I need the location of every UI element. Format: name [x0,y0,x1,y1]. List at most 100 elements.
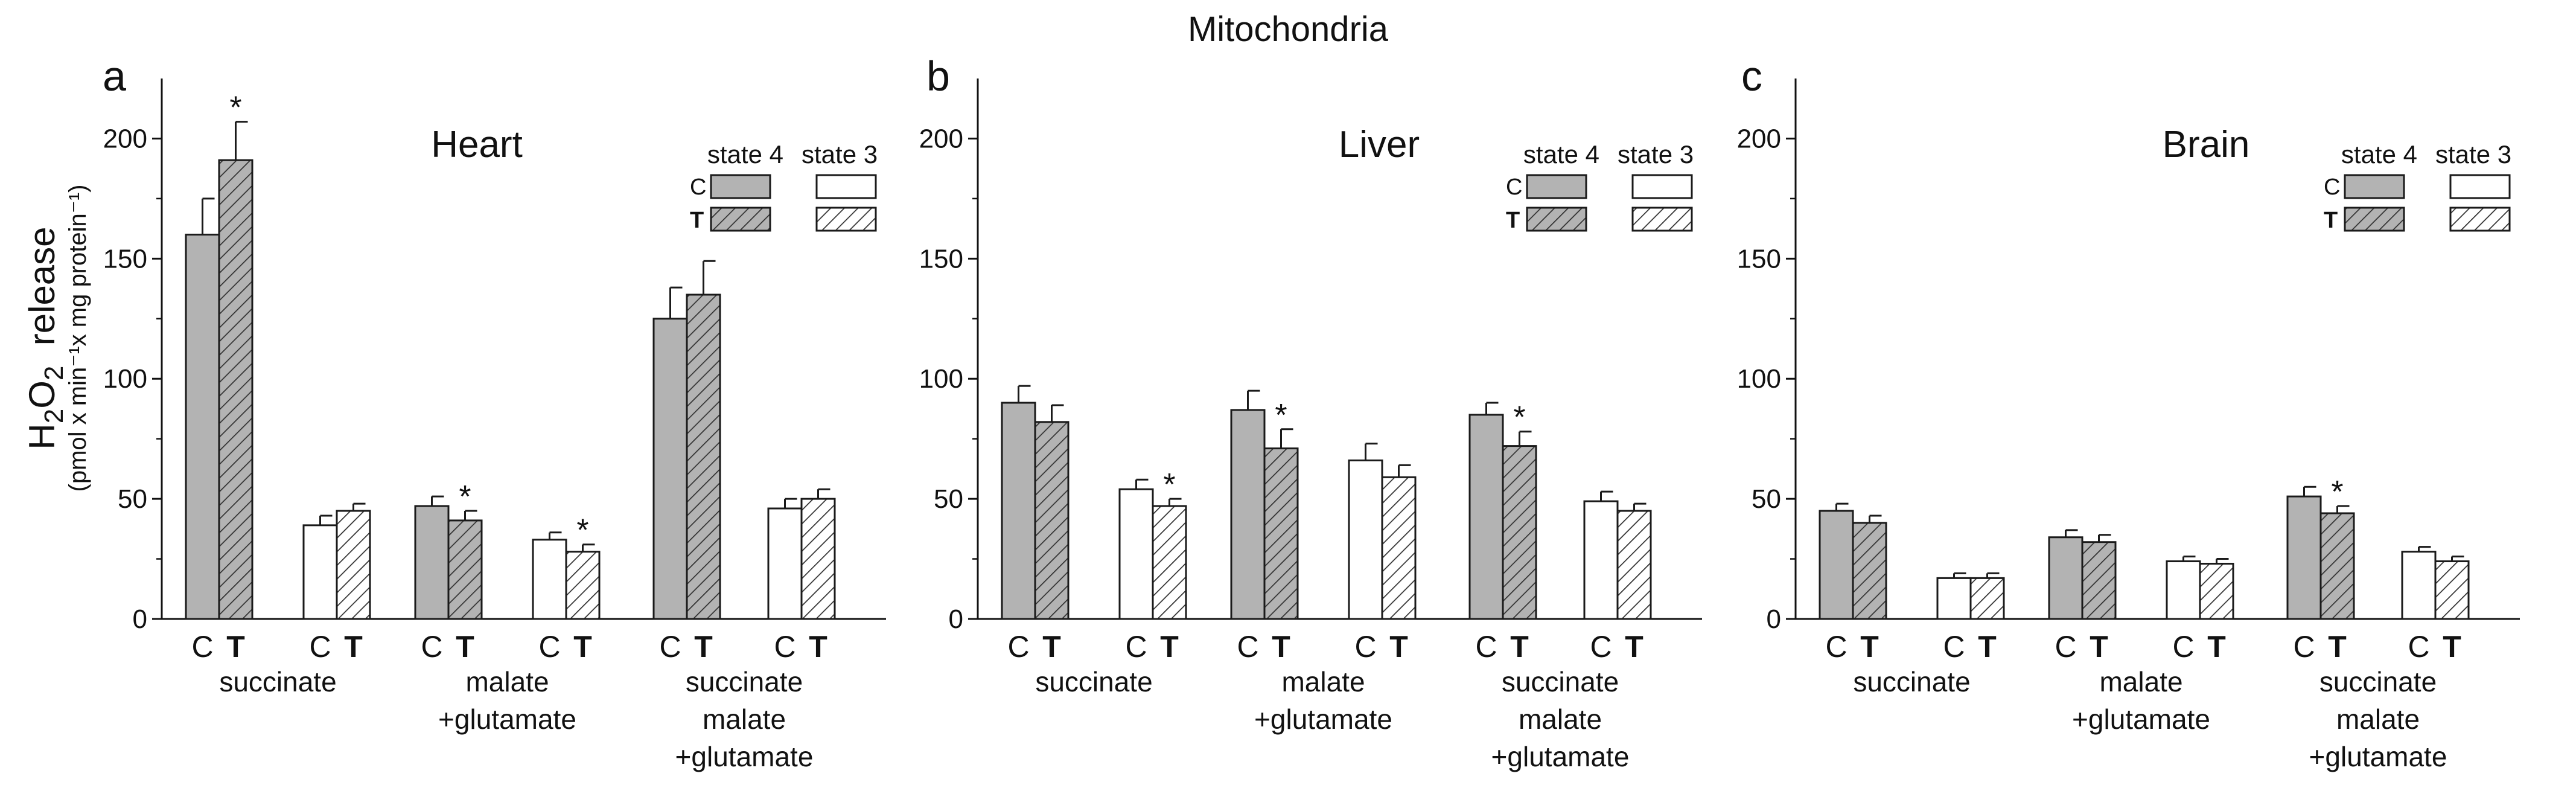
y-tick-label: 200 [1737,124,1781,153]
legend-state3-label: state 3 [802,140,878,168]
x-tick-label: C [1007,630,1029,664]
legend-swatch-treated-state4 [2344,207,2405,232]
panel-title: Heart [431,124,523,165]
bar [185,234,220,620]
x-tick-label: T [456,630,474,664]
bar [565,551,601,620]
group-label: +glutamate [675,741,814,772]
legend-control-label: C [690,175,706,200]
group-label: malate [1281,666,1365,697]
bar [218,159,253,620]
legend-swatch-control-state3 [1631,174,1693,199]
y-tick-label: 0 [1767,604,1781,634]
bar [1263,447,1299,620]
x-tick-label: T [2328,630,2347,664]
panel-letter: a [103,53,126,100]
group-label: +glutamate [438,703,576,735]
bar [1819,510,1854,620]
bar [1502,445,1537,620]
y-tick-label: 150 [919,244,963,274]
y-tick-label: 0 [949,604,963,634]
panel-letter: b [926,53,950,100]
x-tick-label: C [1475,630,1497,664]
group-label: succinate [1502,666,1619,697]
legend-treated-label: T [2324,208,2338,233]
x-tick-label: T [226,630,245,664]
x-tick-label: C [538,630,560,664]
x-tick-label: T [573,630,592,664]
legend-control-label: C [2324,175,2340,200]
legend-swatch-treated-state3 [2449,207,2511,232]
y-tick-label: 150 [103,244,147,274]
legend-treated-label: T [1506,208,1520,233]
x-tick-label: T [1389,630,1408,664]
x-tick-label: C [1943,630,1965,664]
bar [1034,421,1070,620]
legend-swatch-control-state3 [2449,174,2511,199]
group-label: succinate [686,666,803,697]
legend-state4-label: state 4 [2341,140,2417,168]
group-label: +glutamate [2309,741,2447,772]
x-tick-label: T [694,630,713,664]
y-tick-label: 50 [934,484,963,514]
bar [336,510,371,620]
y-axis-title: H2O2 release (pmol x min⁻¹x mg protein⁻¹… [22,185,91,492]
bar [800,498,836,620]
x-tick-label: T [1625,630,1643,664]
x-tick-label: T [1510,630,1529,664]
y-tick-label: 200 [919,124,963,153]
legend-treated-label: T [690,208,704,233]
bar [414,505,450,620]
legend-swatch-control-state3 [815,174,877,199]
x-tick-label: C [191,630,213,664]
significance-marker: * [2331,475,2343,510]
y-tick-label: 150 [1737,244,1781,274]
group-label: +glutamate [2072,703,2210,735]
x-tick-label: C [421,630,442,664]
x-tick-label: C [309,630,331,664]
panel-title: Liver [1339,124,1420,165]
legend-swatch-control-state4 [710,174,771,199]
y-tick-label: 50 [118,484,147,514]
x-tick-label: T [344,630,363,664]
x-tick-label: T [1978,630,1997,664]
bar [1616,510,1652,620]
bar [1348,459,1383,620]
legend-swatch-treated-state4 [710,207,771,232]
y-tick-label: 0 [133,604,147,634]
bar [1001,402,1036,620]
y-axis-main-label: H2O2 release [22,226,69,449]
legend-swatch-treated-state3 [815,207,877,232]
y-tick-label: 50 [1752,484,1781,514]
legend-state4-label: state 4 [707,140,783,168]
significance-marker: * [229,91,241,126]
x-tick-label: C [2172,630,2194,664]
group-label: malate [2336,703,2420,735]
legend-swatch-control-state4 [1526,174,1587,199]
y-tick-label: 100 [919,364,963,394]
x-tick-label: C [2293,630,2315,664]
bar [1118,488,1154,620]
legend-state3-label: state 3 [2435,140,2511,168]
legend-control-label: C [1506,175,1522,200]
significance-marker: * [1163,467,1175,502]
bar [532,539,567,620]
x-tick-label: C [2408,630,2429,664]
y-tick-label: 100 [103,364,147,394]
legend-swatch-control-state4 [2344,174,2405,199]
group-label: malate [703,703,786,735]
bar [1152,505,1187,620]
y-tick-label: 100 [1737,364,1781,394]
group-label: malate [2099,666,2182,697]
x-tick-label: C [659,630,681,664]
bar [2199,563,2234,620]
x-tick-label: T [1272,630,1290,664]
figure-title: Mitochondria [1188,10,1389,49]
group-label: malate [1519,703,1602,735]
bar [2048,536,2083,620]
bar [767,507,803,620]
